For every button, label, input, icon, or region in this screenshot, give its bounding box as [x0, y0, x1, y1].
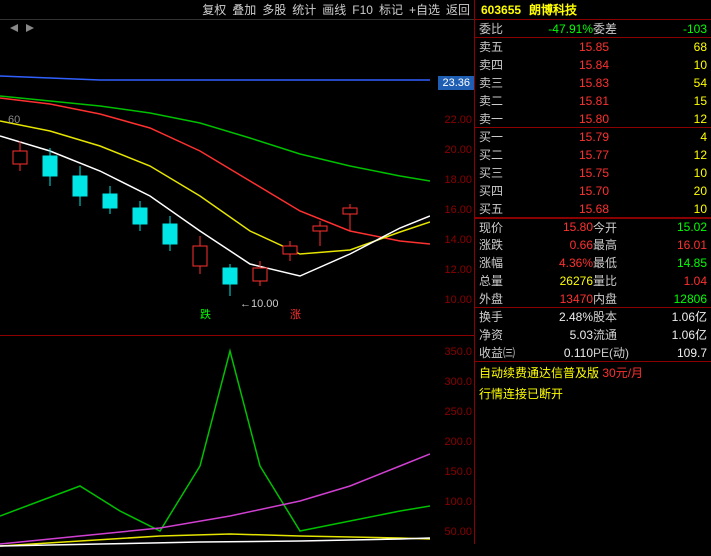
jz-val: 5.03 [511, 328, 593, 342]
bid-label: 买五 [479, 200, 511, 217]
now-val: 15.80 [511, 220, 593, 234]
stock-header: 603655 朗博科技 [475, 0, 711, 20]
open-val: 15.02 [625, 220, 707, 234]
ask-vol: 68 [609, 40, 707, 54]
tb-mark[interactable]: 标记 [379, 1, 403, 18]
weibi-value: -47.91% [511, 22, 593, 36]
ask-vol: 12 [609, 112, 707, 126]
weibi-label: 委比 [479, 20, 511, 37]
bid-price: 15.75 [511, 166, 609, 180]
out-lbl: 外盘 [479, 290, 511, 307]
weicha-value: -103 [625, 22, 707, 36]
bid-label: 买一 [479, 128, 511, 145]
sy-lbl: 收益㈢ [479, 344, 521, 361]
bid-vol: 20 [609, 184, 707, 198]
notice-renew[interactable]: 自动续费通达信普及版 30元/月 [475, 362, 711, 383]
ask-label: 卖二 [479, 92, 511, 109]
lb-lbl: 量比 [593, 272, 625, 289]
marker-60: 60 [8, 114, 20, 126]
tb-fuquan[interactable]: 复权 [202, 1, 226, 18]
out-val: 13470 [511, 292, 593, 306]
vol-lbl: 总量 [479, 272, 511, 289]
ask-vol: 15 [609, 94, 707, 108]
marker-10: ←10.00 [240, 298, 279, 310]
price-axis: 22.0020.0018.0016.0014.0012.0010.00 [432, 36, 472, 335]
in-lbl: 内盘 [593, 290, 625, 307]
tb-fav[interactable]: +自选 [409, 1, 440, 18]
chart-panel: 复权 叠加 多股 统计 画线 F10 标记 +自选 返回 23.36 22.00… [0, 0, 474, 544]
now-lbl: 现价 [479, 219, 511, 236]
bid-price: 15.77 [511, 148, 609, 162]
in-val: 12806 [625, 292, 707, 306]
pct-val: 4.36% [511, 256, 593, 270]
bid-price: 15.79 [511, 130, 609, 144]
icon-row [0, 20, 474, 36]
pct-lbl: 涨幅 [479, 254, 511, 271]
marker-die: 跌 [200, 306, 211, 322]
pe-val: 109.7 [635, 346, 707, 360]
gb-val: 1.06亿 [625, 308, 707, 325]
bid-label: 买四 [479, 182, 511, 199]
ask-vol: 10 [609, 58, 707, 72]
tb-f10[interactable]: F10 [352, 3, 373, 17]
indicator-chart[interactable]: 350.0300.0250.0200.0150.0100.050.00 [0, 336, 474, 556]
low-val: 14.85 [625, 256, 707, 270]
ask-price: 15.81 [511, 94, 609, 108]
bid-price: 15.68 [511, 202, 609, 216]
toolbar: 复权 叠加 多股 统计 画线 F10 标记 +自选 返回 [0, 0, 474, 20]
notice-disconnect: 行情连接已断开 [475, 383, 711, 404]
high-lbl: 最高 [593, 236, 625, 253]
tb-back[interactable]: 返回 [446, 1, 470, 18]
open-lbl: 今开 [593, 219, 625, 236]
vol-val: 26276 [511, 274, 593, 288]
gb-lbl: 股本 [593, 308, 625, 325]
ask-label: 卖四 [479, 56, 511, 73]
ask-price: 15.85 [511, 40, 609, 54]
ask-label: 卖五 [479, 38, 511, 55]
candlestick-chart[interactable]: 23.36 22.0020.0018.0016.0014.0012.0010.0… [0, 36, 474, 336]
hs-val: 2.48% [511, 310, 593, 324]
bid-vol: 12 [609, 148, 707, 162]
tb-overlay[interactable]: 叠加 [232, 1, 256, 18]
lt-lbl: 流通 [593, 326, 625, 343]
stock-code: 603655 [481, 3, 521, 17]
tb-multi[interactable]: 多股 [262, 1, 286, 18]
chg-val: 0.66 [511, 238, 593, 252]
sy-val: 0.110 [521, 346, 593, 360]
bid-label: 买三 [479, 164, 511, 181]
stock-name: 朗博科技 [529, 1, 577, 18]
quote-panel: 603655 朗博科技 委比 -47.91% 委差 -103 卖五15.8568… [474, 0, 711, 544]
ask-price: 15.80 [511, 112, 609, 126]
low-lbl: 最低 [593, 254, 625, 271]
ask-price: 15.84 [511, 58, 609, 72]
high-val: 16.01 [625, 238, 707, 252]
weicha-label: 委差 [593, 20, 625, 37]
marker-zhang: 涨 [290, 306, 301, 322]
hs-lbl: 换手 [479, 308, 511, 325]
tb-draw[interactable]: 画线 [322, 1, 346, 18]
bid-price: 15.70 [511, 184, 609, 198]
bid-vol: 10 [609, 166, 707, 180]
bid-vol: 10 [609, 202, 707, 216]
lb-val: 1.04 [625, 274, 707, 288]
bid-vol: 4 [609, 130, 707, 144]
volume-axis: 350.0300.0250.0200.0150.0100.050.00 [432, 336, 472, 556]
jz-lbl: 净资 [479, 326, 511, 343]
ask-label: 卖一 [479, 110, 511, 127]
ask-price: 15.83 [511, 76, 609, 90]
ask-label: 卖三 [479, 74, 511, 91]
bid-label: 买二 [479, 146, 511, 163]
weibi-row: 委比 -47.91% 委差 -103 [475, 20, 711, 38]
tb-stats[interactable]: 统计 [292, 1, 316, 18]
lt-val: 1.06亿 [625, 326, 707, 343]
ask-vol: 54 [609, 76, 707, 90]
chg-lbl: 涨跌 [479, 236, 511, 253]
pe-lbl: PE(动) [593, 344, 635, 361]
